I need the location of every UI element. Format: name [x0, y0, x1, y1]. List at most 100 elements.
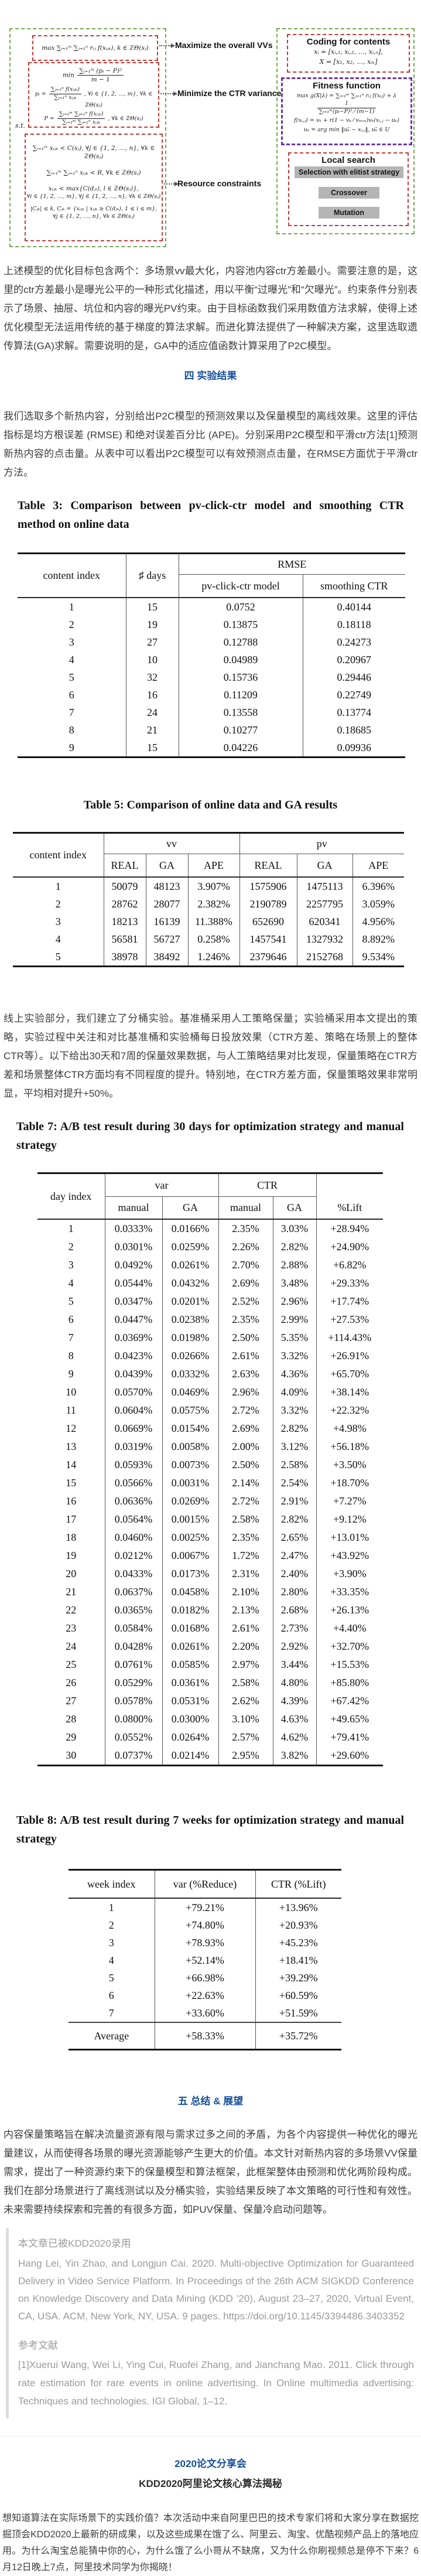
- table-cell: 0.0031%: [162, 1474, 219, 1492]
- table-cell: 0.18118: [302, 616, 405, 633]
- constraint-drawer-formula: xᵢⱼₖ < max{C(dⱼₗ), l ∈ ℤΘ(sⱼ)},: [48, 185, 139, 192]
- table-row: 4 10 0.04989 0.20967: [18, 651, 405, 668]
- table-cell: 16139: [145, 913, 188, 930]
- table-cell: 1457541: [239, 930, 297, 948]
- maximize-label: Maximize the overall VVs: [175, 40, 273, 50]
- table-cell: 38978: [103, 948, 146, 967]
- paragraph-event-promo: 想知道算法在实际场景下的实践价值？本次活动中来自阿里巴巴的技术专家们将和大家分享…: [2, 2513, 419, 2572]
- table-cell: 9: [68, 1368, 74, 1380]
- table-cell: 48123: [145, 877, 188, 895]
- table-row: 28 0.0800% 0.0300% 3.10% 4.63% +49.65%: [37, 1710, 384, 1728]
- table-cell: 652690: [239, 913, 297, 930]
- table-cell: 3.82%: [272, 1746, 317, 1766]
- table-cell: 0.0369%: [104, 1329, 162, 1347]
- min-variance-formula: min ∑ᵢ₌₁ᵐ (pᵢ − P)² m − 1: [29, 67, 158, 84]
- table-cell: +43.92%: [316, 1547, 384, 1565]
- table-cell: 2.10%: [218, 1583, 273, 1601]
- table-cell: 18213: [103, 913, 146, 930]
- table-cell: 14: [66, 1459, 77, 1470]
- table-cell: +4.40%: [316, 1619, 384, 1637]
- table-cell: 0.0529%: [104, 1674, 162, 1692]
- table-cell: 0.0168%: [162, 1619, 219, 1637]
- table-cell: 28762: [103, 895, 146, 913]
- objective-max-vv-box: max ∑ᵢ₌₁ᵐ ∑ⱼ₌₁ⁿ rᵢⱼ f(xᵢⱼₖ), k ∈ ℤΘ(sⱼ): [32, 35, 158, 61]
- table-cell: 11: [66, 1404, 76, 1416]
- table-cell: 0.40144: [302, 598, 405, 616]
- table-cell: 3: [55, 915, 61, 927]
- table-cell: 9: [69, 741, 74, 753]
- paragraph-offline-eval: 我们选取多个新热内容，分别给出P2C模型的预测效果以及保量模型的离线效果。这里的…: [4, 411, 417, 478]
- table-cell: +85.80%: [316, 1674, 384, 1692]
- table-row: 2 +74.80% +20.93%: [69, 1916, 341, 1934]
- table-cell: +9.12%: [316, 1510, 384, 1528]
- table3-col-content-index: content index: [18, 553, 126, 598]
- constraint-total-formula: ∑ᵢ₌₁ᵐ ∑ⱼ₌₁ⁿ xᵢⱼₖ < R, ∀k ∈ ℤΘ(sⱼ): [46, 169, 141, 177]
- table-cell: 0.04989: [178, 651, 303, 668]
- optimization-model-box: [9, 28, 166, 247]
- table-cell: 2.96%: [218, 1383, 273, 1401]
- table-row: 5 32 0.15736 0.29446: [18, 668, 405, 686]
- arrow-resource: [164, 182, 179, 186]
- table-cell: 7: [69, 706, 74, 718]
- table-cell: +3.90%: [316, 1565, 384, 1583]
- table-cell: 15: [66, 1477, 77, 1489]
- table-cell: 0.0269%: [162, 1492, 219, 1510]
- selection-step: Selection with elitist strategy: [295, 166, 403, 178]
- table-cell: +29.33%: [316, 1274, 384, 1292]
- table-row: 22 0.0365% 0.0182% 2.13% 2.68% +26.13%: [37, 1601, 384, 1619]
- table-row: 24 0.0428% 0.0261% 2.20% 2.92% +32.70%: [37, 1637, 384, 1656]
- table-cell: +6.82%: [316, 1256, 384, 1274]
- table-row: 5 0.0347% 0.0201% 2.52% 2.96% +17.74%: [37, 1292, 384, 1311]
- table-cell: 2.73%: [272, 1619, 317, 1637]
- table-row: 4 +52.14% +18.41%: [69, 1951, 341, 1969]
- table-cell: 5: [69, 671, 74, 683]
- table-cell: 5: [55, 950, 61, 963]
- table8-average-row: Average +58.33% +35.72%: [69, 2022, 341, 2050]
- table-cell: 2: [55, 898, 61, 910]
- table-cell: 2.13%: [218, 1601, 273, 1619]
- coding-formula-1: xᵢ = [xᵢ,₁, xᵢ,₂, …, xᵢ,ₙ],: [314, 48, 383, 56]
- table-cell: 0.09936: [302, 739, 405, 758]
- table-cell: 2.97%: [218, 1656, 273, 1674]
- table-cell: 19: [66, 1550, 77, 1561]
- table-cell: 4.39%: [272, 1692, 317, 1710]
- table-cell: +58.33%: [154, 2022, 255, 2050]
- table-cell: 0.0332%: [162, 1365, 219, 1383]
- table-cell: 0.0058%: [162, 1438, 219, 1456]
- footer-event-subtitle: KDD2020阿里论文核心算法揭秘: [139, 2478, 282, 2489]
- table8-caption: Table 8: A/B test result during 7 weeks …: [16, 1814, 404, 1845]
- table-cell: +51.59%: [255, 2004, 341, 2022]
- table-cell: 12: [66, 1422, 77, 1434]
- table8-col-week-index: week index: [69, 1869, 155, 1899]
- table8-col-var-reduce: var (%Reduce): [154, 1869, 255, 1899]
- table-cell: 16: [66, 1495, 77, 1507]
- table-cell: 8: [69, 724, 74, 736]
- table-cell: 17: [66, 1513, 77, 1525]
- table-cell: 2.58%: [218, 1674, 273, 1692]
- table-cell: 2.69%: [218, 1274, 273, 1292]
- table-cell: 0.0259%: [162, 1238, 219, 1256]
- table-cell: 3: [68, 1259, 74, 1271]
- table-cell: +29.60%: [316, 1746, 384, 1766]
- table-cell: 21: [125, 721, 179, 739]
- table-row: 25 0.0761% 0.0585% 2.97% 3.44% +15.53%: [37, 1656, 384, 1674]
- table-cell: 15: [125, 739, 179, 758]
- table-row: 3 18213 16139 11.388% 652690 620341 4.956%: [13, 913, 405, 930]
- table-cell: 2.82%: [272, 1510, 317, 1528]
- table-cell: +32.70%: [316, 1637, 384, 1656]
- table-cell: 3.12%: [272, 1438, 317, 1456]
- table7-sub-lift: %Lift: [316, 1196, 384, 1220]
- table-cell: 2.35%: [218, 1219, 273, 1238]
- table-cell: 0.29446: [302, 668, 405, 686]
- arrow-minimize: [160, 91, 177, 96]
- table-cell: 24: [125, 704, 179, 721]
- table-cell: 5: [68, 1295, 74, 1307]
- table-cell: 7: [108, 2007, 114, 2019]
- table-cell: 2: [68, 1241, 74, 1253]
- table-cell: +4.98%: [316, 1420, 384, 1438]
- table-cell: 0.24273: [302, 633, 405, 651]
- table-cell: 0.0361%: [162, 1674, 219, 1692]
- table-row: 4 0.0544% 0.0432% 2.69% 3.48% +29.33%: [37, 1274, 384, 1292]
- table-cell: 5.35%: [272, 1329, 317, 1347]
- table-cell: 4: [108, 1954, 114, 1966]
